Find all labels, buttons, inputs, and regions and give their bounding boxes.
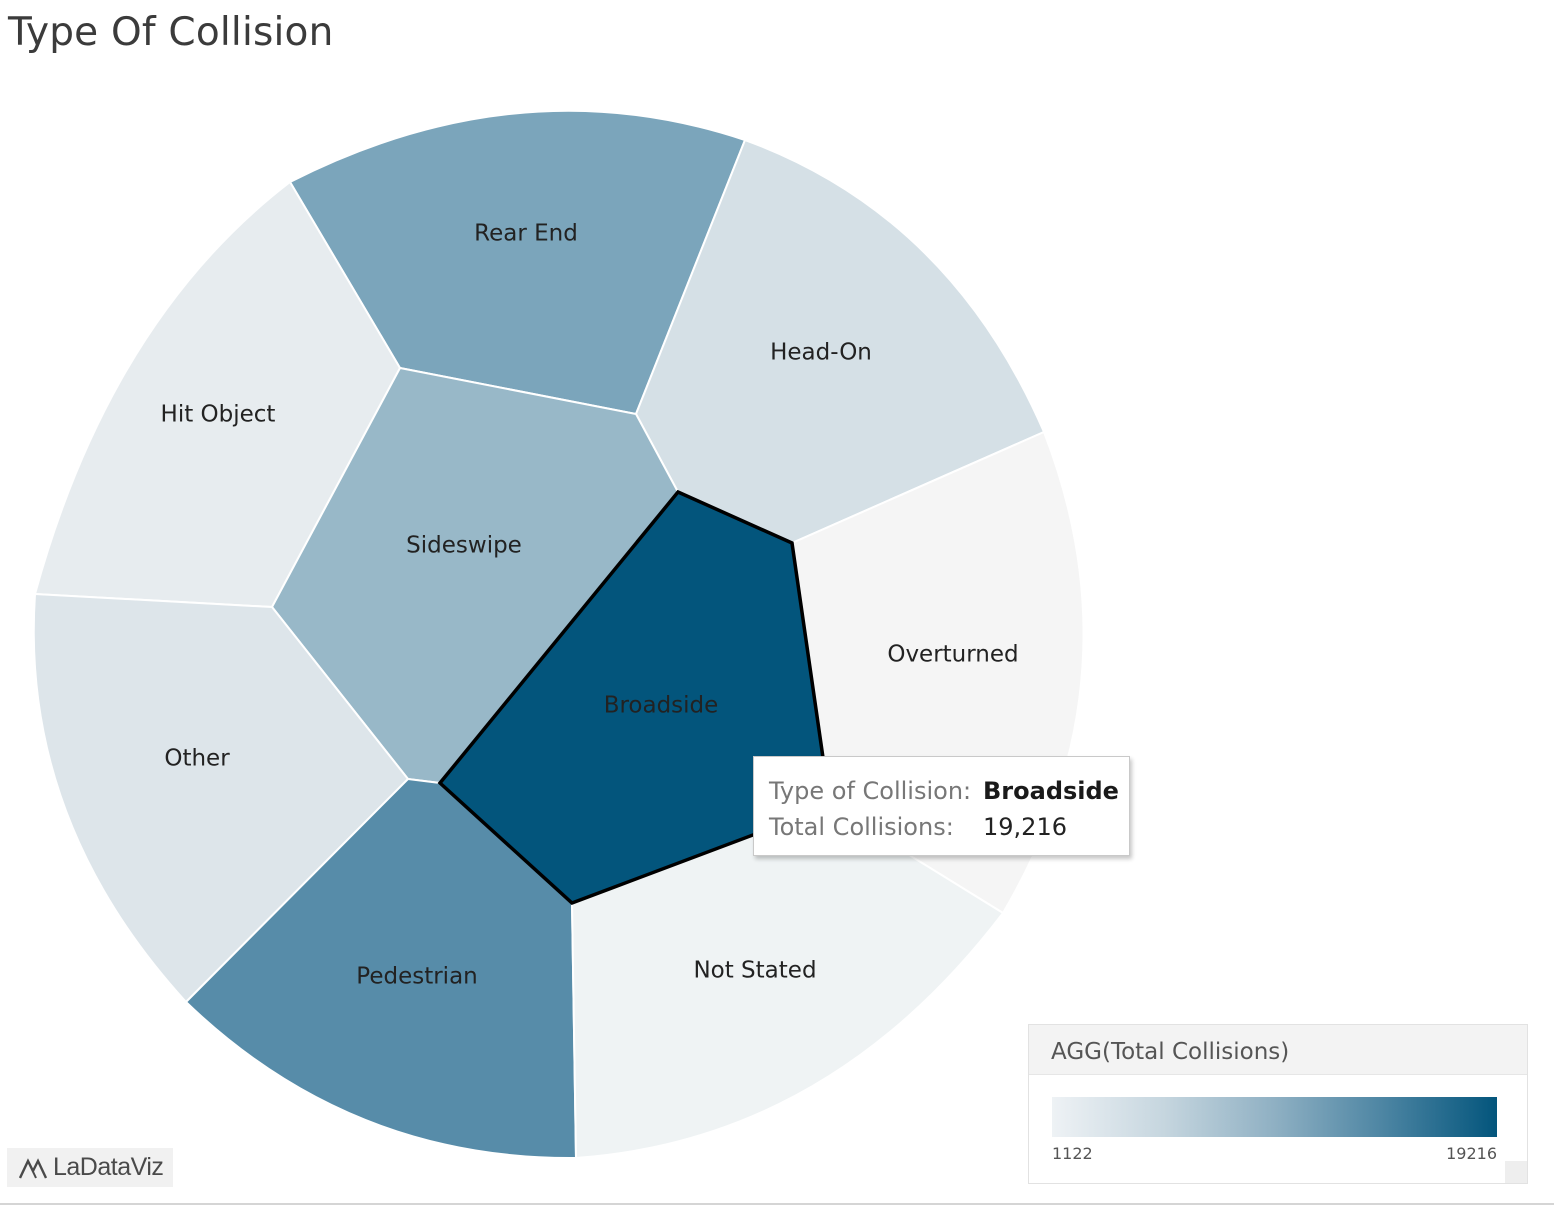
- cell-label-broadside: Broadside: [604, 693, 719, 719]
- cell-other[interactable]: [32, 592, 410, 1004]
- cell-label-sideswipe: Sideswipe: [406, 533, 522, 559]
- tooltip-total-key: Total Collisions:: [769, 813, 954, 841]
- color-legend[interactable]: AGG(Total Collisions) 1122 19216: [1028, 1024, 1528, 1184]
- cell-label-pedestrian: Pedestrian: [356, 964, 477, 990]
- cell-label-hit-object: Hit Object: [161, 402, 276, 428]
- brand-mountain-icon: [19, 1157, 48, 1179]
- tooltip: Type of Collision: Broadside Total Collis…: [753, 756, 1130, 856]
- tooltip-row-total: Total Collisions: 19,216: [769, 809, 1129, 845]
- legend-title: AGG(Total Collisions): [1029, 1025, 1527, 1075]
- tooltip-type-key: Type of Collision:: [769, 777, 972, 805]
- legend-max-label: 19216: [1446, 1144, 1497, 1163]
- cell-broadside[interactable]: [437, 489, 832, 906]
- cell-label-head-on: Head-On: [770, 340, 872, 366]
- legend-resize-handle[interactable]: [1505, 1161, 1527, 1183]
- brand-name: LaDataViz: [53, 1153, 164, 1181]
- brand-logo: LaDataViz: [7, 1148, 173, 1187]
- legend-min-label: 1122: [1052, 1144, 1093, 1163]
- cell-rear-end[interactable]: [288, 109, 747, 416]
- cell-label-overturned: Overturned: [887, 642, 1018, 668]
- tooltip-type-value: Broadside: [983, 777, 1119, 805]
- cell-hit-object[interactable]: [33, 180, 402, 609]
- chart-title: Type Of Collision: [8, 10, 334, 55]
- cell-label-not-stated: Not Stated: [693, 958, 816, 984]
- cell-label-other: Other: [164, 746, 230, 772]
- cell-label-rear-end: Rear End: [474, 221, 578, 247]
- tooltip-total-value: 19,216: [983, 813, 1067, 841]
- tooltip-row-type: Type of Collision: Broadside: [769, 773, 1129, 809]
- cell-not-stated[interactable]: [570, 804, 1005, 1160]
- legend-color-ramp: [1052, 1097, 1497, 1137]
- bottom-divider: [0, 1203, 1554, 1205]
